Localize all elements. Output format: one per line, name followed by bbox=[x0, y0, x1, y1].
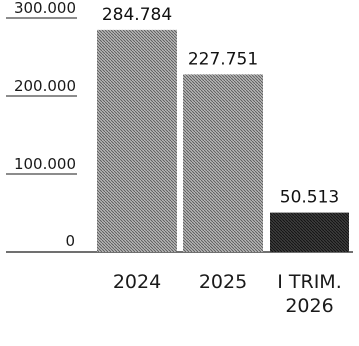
bar-1 bbox=[183, 74, 263, 252]
y-tick-label: 0 bbox=[65, 232, 75, 250]
category-label: 2025 bbox=[199, 271, 247, 293]
y-tick-label: 100.000 bbox=[14, 155, 76, 173]
bar-2 bbox=[270, 212, 349, 252]
bar-value-label: 50.513 bbox=[280, 188, 339, 208]
bar-value-label: 227.751 bbox=[188, 49, 258, 69]
bar-0 bbox=[97, 29, 177, 252]
bars bbox=[97, 29, 349, 252]
bar-value-label: 284.784 bbox=[102, 5, 172, 25]
category-label: 2026 bbox=[285, 295, 333, 317]
y-tick-label: 300.000 bbox=[14, 0, 76, 17]
labels: 284.784 2024 227.751 2025 50.513 I TRIM.2026 bbox=[102, 5, 342, 317]
category-label: 2024 bbox=[113, 271, 161, 293]
category-label: I TRIM. bbox=[277, 271, 342, 293]
y-tick-label: 200.000 bbox=[14, 77, 76, 95]
y-axis: 0 100.000 200.000 300.000 bbox=[6, 0, 353, 253]
